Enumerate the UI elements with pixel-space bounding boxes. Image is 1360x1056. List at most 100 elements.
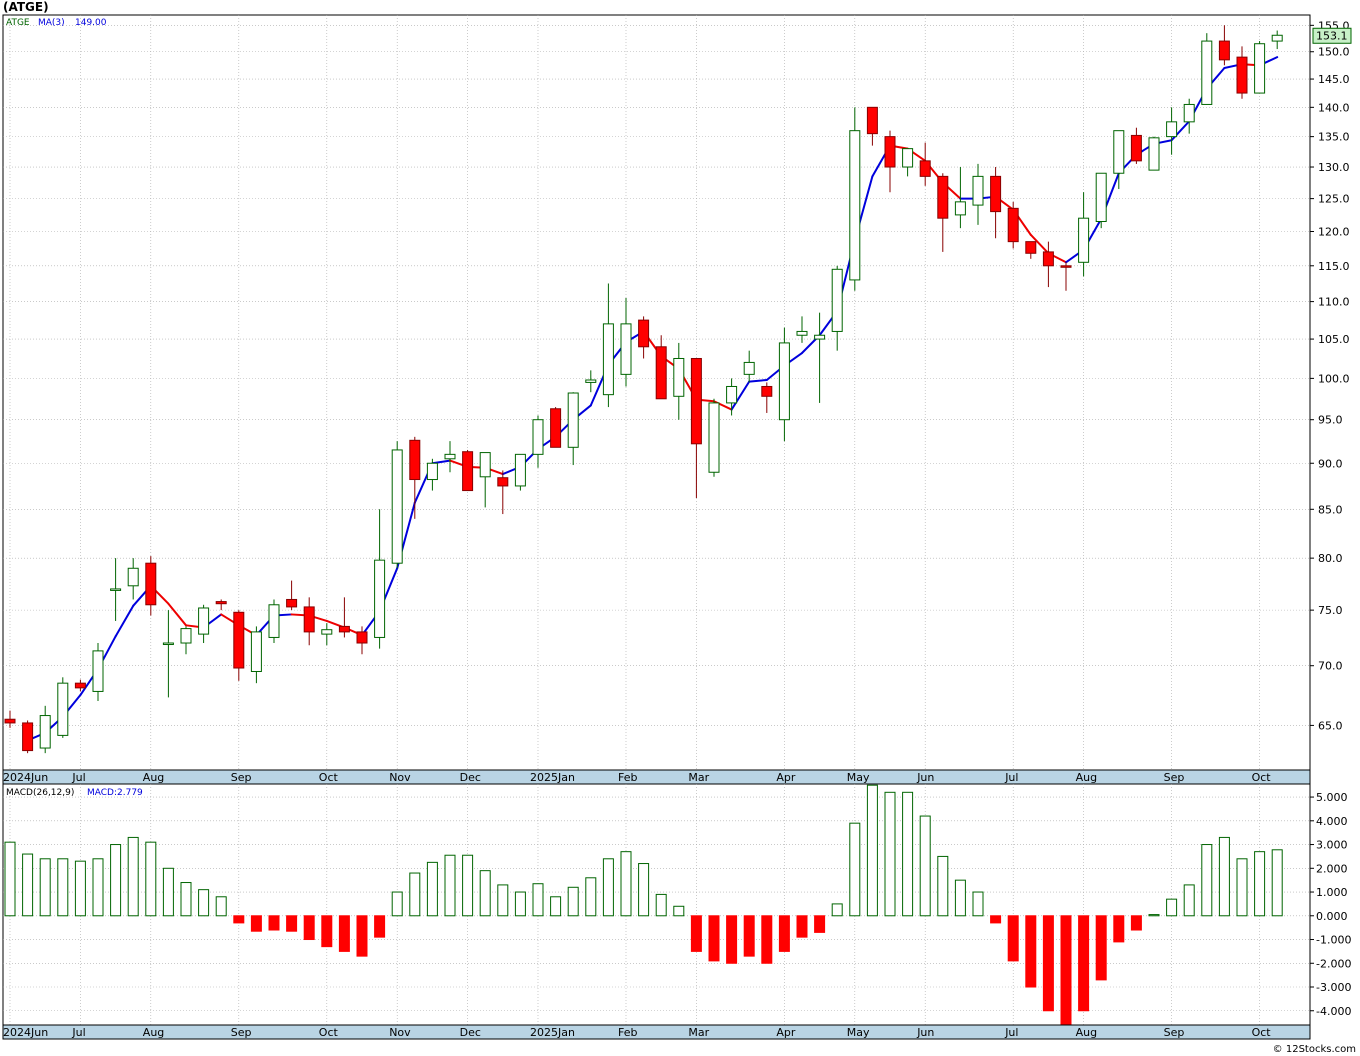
- macd-x-label: Oct: [319, 1026, 339, 1039]
- macd-bar-negative: [1025, 915, 1037, 988]
- candle-up: [954, 167, 966, 229]
- candle-body: [57, 682, 69, 736]
- macd-x-label: May: [847, 1026, 870, 1039]
- candle-body: [602, 323, 614, 396]
- macd-y-tick-label: 5.000: [1316, 791, 1348, 804]
- macd-bar-positive: [532, 883, 544, 917]
- macd-bar-positive: [866, 784, 878, 917]
- macd-bar-negative: [726, 915, 738, 964]
- macd-bar-positive: [462, 854, 474, 917]
- credit-text: © 12Stocks.com: [1272, 1044, 1356, 1055]
- macd-bar-positive: [514, 891, 526, 917]
- candle-body: [1201, 40, 1213, 105]
- price-y-tick-label: 110.0: [1318, 296, 1350, 309]
- macd-y-axis: 5.000 4.000 3.000 2.000 1.000 0.000 -1.000 -2.0…: [1310, 791, 1351, 1018]
- candle-up: [1183, 98, 1195, 134]
- macd-bar-negative: [761, 915, 773, 964]
- price-x-label: 2025Jan: [530, 771, 575, 784]
- candle-body: [761, 385, 773, 397]
- price-x-label: Sep: [231, 771, 252, 784]
- macd-bar-positive: [972, 891, 984, 917]
- candle-up: [902, 148, 914, 177]
- candle-body: [1130, 134, 1142, 162]
- macd-bar-positive: [585, 877, 597, 917]
- macd-x-label: Jul: [1004, 1026, 1018, 1039]
- candle-body: [638, 319, 650, 348]
- candle-up: [1254, 41, 1266, 94]
- candle-body: [250, 631, 262, 672]
- candle-body: [655, 346, 667, 400]
- candle-body: [814, 334, 826, 340]
- macd-bar-positive: [162, 867, 174, 917]
- candle-body: [198, 607, 210, 635]
- candle-down: [1130, 127, 1142, 164]
- candle-body: [286, 598, 298, 608]
- candle-body: [1007, 207, 1019, 243]
- macd-bar-positive: [180, 882, 192, 917]
- macd-bar-negative: [303, 915, 315, 941]
- candle-up: [321, 623, 333, 646]
- price-panel: 155.0150.0145.0140.0135.0130.0125.0120.0…: [2, 14, 1352, 785]
- candle-down: [937, 173, 949, 252]
- candle-down: [1007, 201, 1019, 249]
- price-x-label: 2024Jun: [3, 771, 48, 784]
- candle-body: [127, 567, 139, 587]
- macd-bar-negative: [1042, 915, 1054, 1012]
- candle-down: [462, 449, 474, 492]
- price-y-tick-label: 130.0: [1318, 161, 1350, 174]
- macd-legend-name: MACD(26,12,9): [6, 788, 74, 798]
- candle-down: [1236, 46, 1248, 99]
- ma-segment: [730, 380, 751, 411]
- candle-body: [162, 642, 174, 646]
- candle-body: [110, 588, 122, 591]
- candle-up: [602, 283, 614, 408]
- candle-body: [972, 175, 984, 206]
- macd-bar-positive: [479, 870, 491, 917]
- candle-body: [145, 562, 157, 606]
- price-x-label: Sep: [1164, 771, 1185, 784]
- candle-up: [726, 378, 738, 416]
- candle-body: [1166, 121, 1178, 138]
- price-y-tick-label: 140.0: [1318, 101, 1350, 114]
- candle-body: [673, 357, 685, 397]
- macd-y-tick-label: 2.000: [1316, 862, 1348, 875]
- candle-up: [1201, 33, 1213, 105]
- price-x-label: Jul: [1004, 771, 1018, 784]
- candle-down: [233, 610, 245, 681]
- macd-bar-positive: [902, 791, 914, 917]
- macd-bar-positive: [92, 858, 104, 917]
- candle-down: [866, 106, 878, 146]
- price-x-label: Jun: [916, 771, 934, 784]
- candle-down: [919, 142, 931, 186]
- candle-body: [1025, 241, 1037, 254]
- candle-body: [1113, 130, 1125, 174]
- candle-body: [831, 268, 843, 332]
- candle-down: [286, 580, 298, 611]
- macd-bar-negative: [374, 915, 386, 938]
- candle-down: [303, 597, 315, 646]
- macd-bar-positive: [919, 815, 931, 917]
- candle-down: [338, 597, 350, 638]
- macd-bar-negative: [778, 915, 790, 952]
- macd-bar-negative: [1130, 915, 1142, 931]
- macd-bar-positive: [4, 841, 16, 917]
- macd-y-tick-label: -4.000: [1316, 1005, 1351, 1018]
- macd-bar-positive: [110, 844, 122, 917]
- candle-up: [127, 558, 139, 600]
- price-y-tick-label: 75.0: [1318, 604, 1343, 617]
- macd-bar-negative: [356, 915, 368, 957]
- ma-segment: [1029, 233, 1050, 255]
- macd-bar-negative: [1007, 915, 1019, 962]
- price-y-tick-label: 145.0: [1318, 73, 1350, 86]
- macd-bar-negative: [1095, 915, 1107, 981]
- macd-bar-positive: [39, 858, 51, 917]
- candle-up: [972, 163, 984, 225]
- candle-body: [356, 631, 368, 644]
- candle-down: [1042, 241, 1054, 288]
- macd-bar-positive: [831, 903, 843, 917]
- candle-body: [550, 408, 562, 448]
- macd-bar-positive: [620, 851, 632, 917]
- candle-down: [409, 436, 421, 519]
- macd-x-label: Feb: [618, 1026, 637, 1039]
